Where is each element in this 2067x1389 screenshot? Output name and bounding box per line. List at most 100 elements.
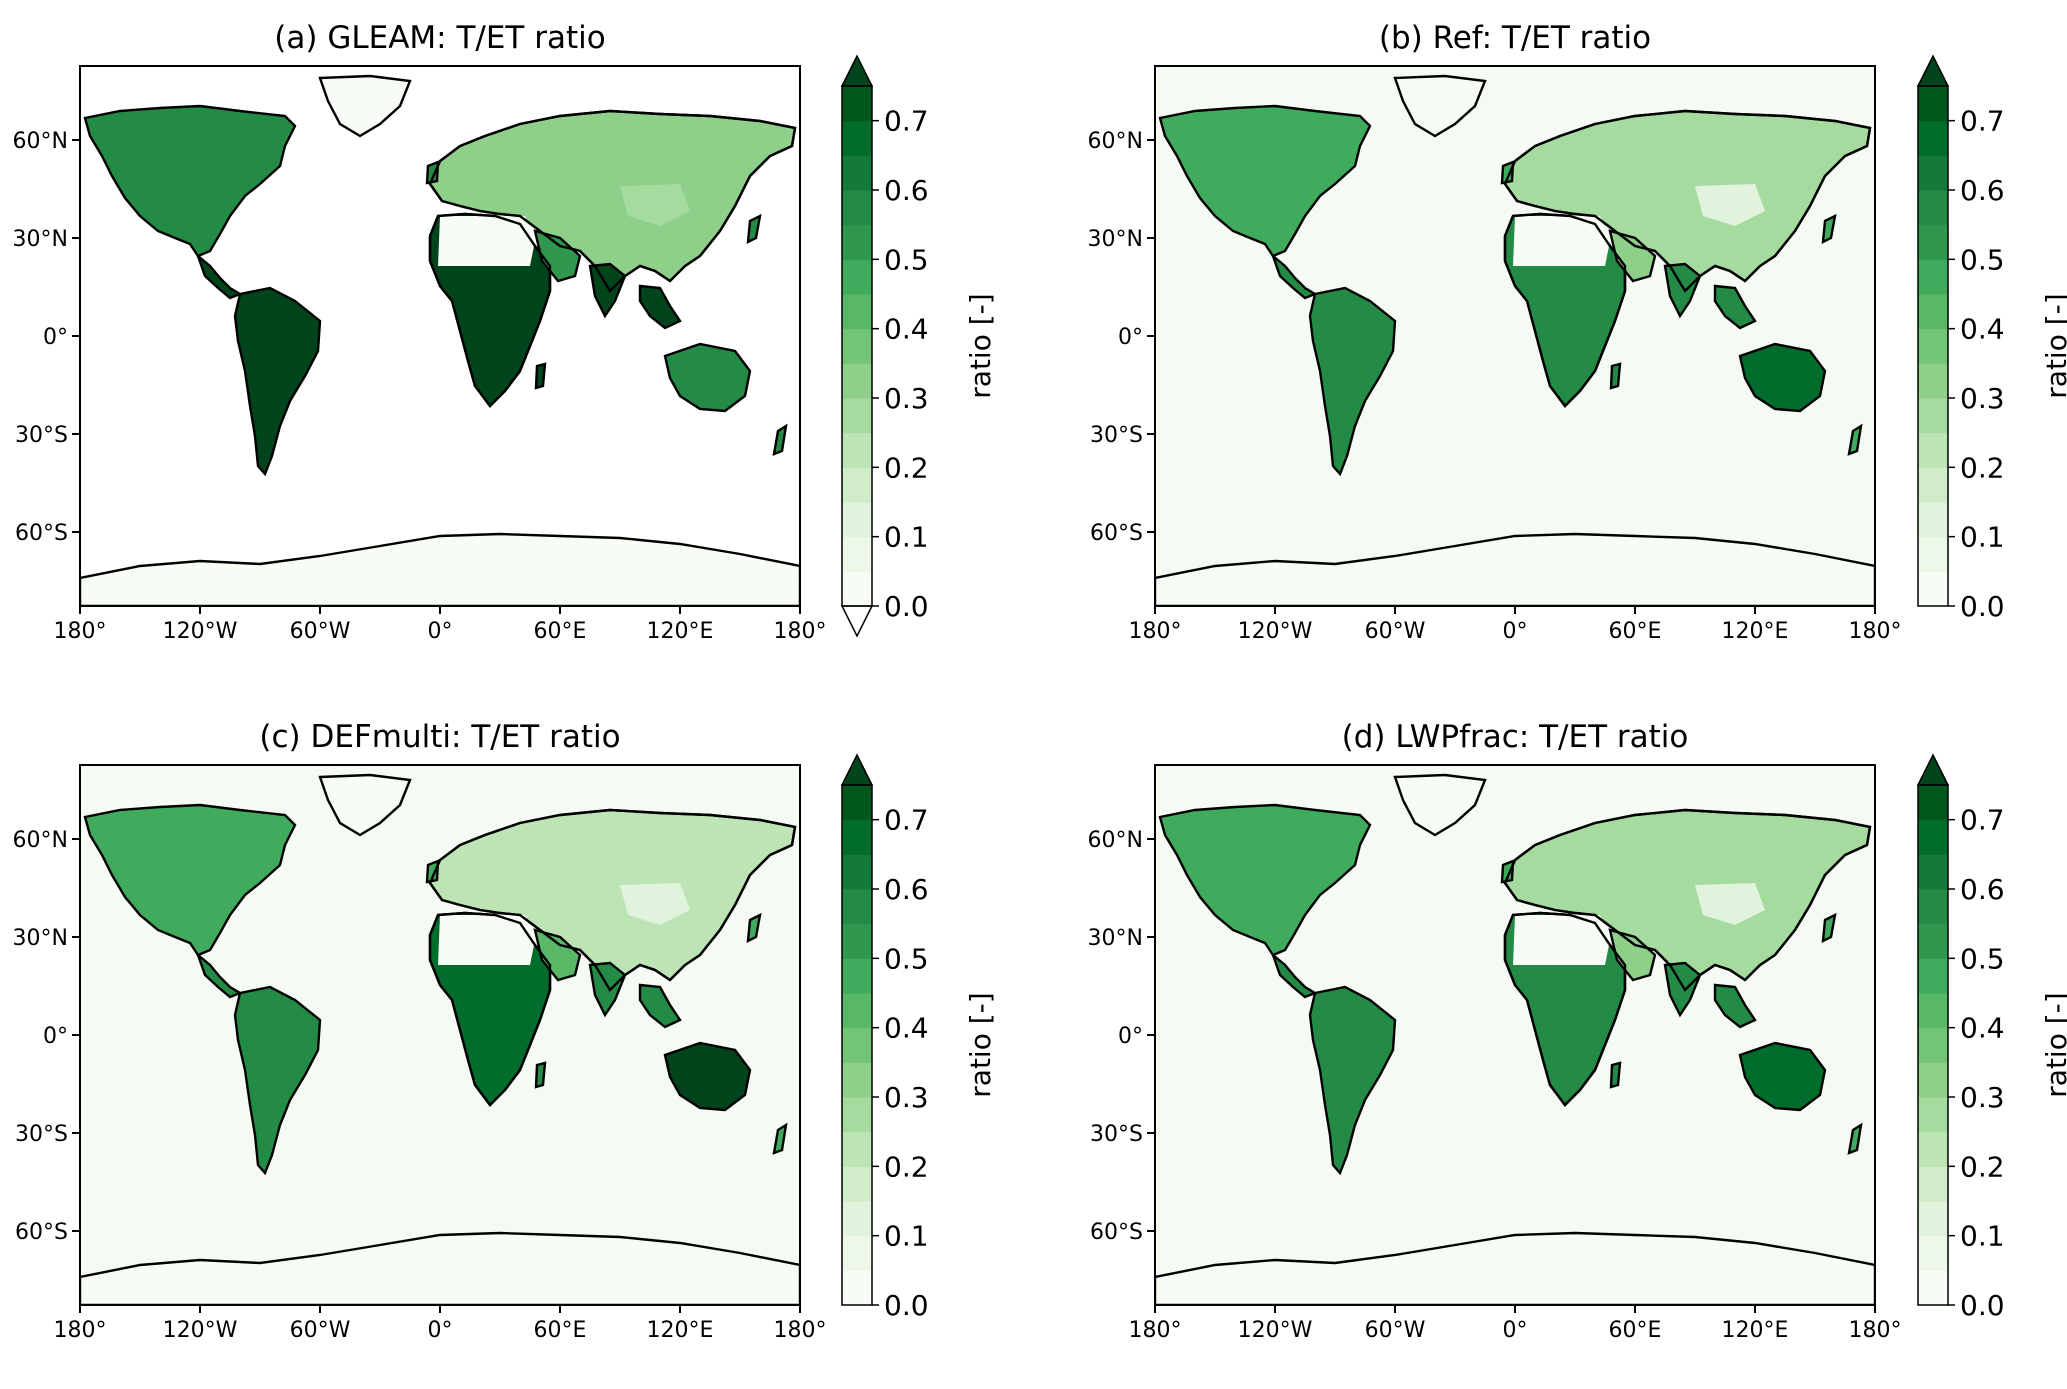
land-an [1155, 1231, 1875, 1305]
panel-title: (c) DEFmulti: T/ET ratio [259, 719, 620, 755]
colorbar-tick-label: 0.5 [884, 243, 929, 276]
land-an [80, 1231, 800, 1305]
land-in [588, 262, 627, 319]
colorbar-segment [842, 1235, 872, 1271]
panel-title: (b) Ref: T/ET ratio [1379, 20, 1651, 56]
lon-tick-label: 120°E [647, 619, 714, 644]
colorbar-tick-label: 0.2 [1960, 451, 2005, 484]
colorbar-tick-label: 0.4 [884, 1012, 929, 1045]
map-panel: (a) GLEAM: T/ET ratio 180° 120°W 60°W 0° 60°E… [13, 20, 997, 644]
colorbar: 0.0 0.1 0.2 0.3 0.4 0.5 0.6 0.7 ratio [-] [840, 753, 997, 1322]
colorbar: 0.0 0.1 0.2 0.3 0.4 0.5 0.6 0.7 ratio [-] [840, 54, 997, 638]
colorbar-tick-label: 0.1 [1960, 521, 2005, 554]
colorbar-extend-max [1916, 753, 1950, 786]
colorbar-segment [1918, 155, 1948, 191]
land-uk [425, 859, 440, 884]
colorbar-segment [1918, 502, 1948, 538]
colorbar-segment [842, 785, 872, 821]
sahara-region [438, 216, 535, 266]
colorbar-tick-label: 0.0 [884, 590, 929, 623]
colorbar-segment [1918, 1235, 1948, 1271]
colorbar-segment [842, 224, 872, 260]
land-in [588, 961, 627, 1018]
land-mg [534, 1061, 547, 1089]
lon-tick-label: 0° [1503, 1318, 1528, 1343]
lon-tick-label: 60°W [1365, 619, 1426, 644]
colorbar-tick-label: 0.0 [1960, 590, 2005, 623]
lat-tick-label: 0° [43, 1024, 68, 1049]
lat-tick-label: 30°N [1088, 227, 1143, 252]
land-nz [1847, 1122, 1863, 1155]
colorbar-segment [842, 155, 872, 191]
lat-tick-label: 0° [1118, 1024, 1143, 1049]
colorbar-segment [1918, 1097, 1948, 1133]
land-gr [1393, 773, 1487, 837]
colorbar-tick-label: 0.2 [1960, 1150, 2005, 1183]
sahara-region [1513, 915, 1610, 965]
land-in [1663, 262, 1702, 319]
colorbar-segment [1918, 571, 1948, 607]
land-an [80, 532, 800, 606]
colorbar-tick-label: 0.4 [1960, 1012, 2005, 1045]
colorbar-label: ratio [-] [964, 293, 997, 398]
map-area [1155, 765, 1875, 1305]
colorbar-segment [1918, 923, 1948, 959]
colorbar-segment [842, 86, 872, 122]
land-ar [533, 928, 582, 982]
tibet-region [1695, 883, 1765, 925]
colorbar-tick-label: 0.1 [884, 521, 929, 554]
land-sea [1713, 284, 1757, 330]
colorbar-tick-label: 0.7 [884, 804, 929, 837]
lat-tick-label: 60°S [15, 521, 68, 546]
colorbar-segment [842, 993, 872, 1029]
land-na [1158, 104, 1372, 258]
lon-tick-label: 60°E [534, 619, 587, 644]
land-ar [1608, 928, 1657, 982]
colorbar-segment [842, 1201, 872, 1237]
lon-tick-label: 120°W [163, 1318, 238, 1343]
tibet-region [620, 883, 690, 925]
land-in [1663, 961, 1702, 1018]
colorbar-segment [1918, 190, 1948, 226]
colorbar-extend-max [840, 753, 874, 786]
colorbar-segment [842, 259, 872, 295]
colorbar-segment [842, 536, 872, 572]
land-uk [1500, 859, 1515, 884]
lon-tick-label: 180° [774, 619, 827, 644]
colorbar-segment [842, 958, 872, 994]
land-sa [1308, 286, 1397, 477]
colorbar-tick-label: 0.6 [884, 174, 929, 207]
colorbar-segment [1918, 1201, 1948, 1237]
colorbar-extend-min [840, 605, 874, 638]
colorbar-segment [842, 819, 872, 855]
land-jp [746, 912, 762, 944]
sahara-region [1513, 216, 1610, 266]
lat-tick-label: 60°N [13, 129, 68, 154]
colorbar-tick-label: 0.3 [884, 382, 929, 415]
colorbar-segment [1918, 1062, 1948, 1098]
colorbar-segment [1918, 889, 1948, 925]
lon-tick-label: 60°W [290, 1318, 351, 1343]
colorbar-tick-label: 0.7 [884, 105, 929, 138]
lon-tick-label: 60°E [534, 1318, 587, 1343]
colorbar-segment [1918, 432, 1948, 468]
colorbar-segment [1918, 1131, 1948, 1167]
lon-tick-label: 120°E [1722, 619, 1789, 644]
colorbar-segment [842, 1166, 872, 1202]
lat-tick-label: 30°N [1088, 926, 1143, 951]
lon-tick-label: 120°W [163, 619, 238, 644]
lon-tick-label: 180° [1849, 1318, 1902, 1343]
colorbar-tick-label: 0.0 [1960, 1289, 2005, 1322]
colorbar-tick-label: 0.6 [884, 873, 929, 906]
lon-tick-label: 60°W [1365, 1318, 1426, 1343]
land-au [1738, 342, 1827, 413]
lon-tick-label: 120°W [1238, 619, 1313, 644]
land-nz [1847, 423, 1863, 456]
lat-tick-label: 60°N [1088, 828, 1143, 853]
colorbar-tick-label: 0.3 [884, 1081, 929, 1114]
tibet-region [620, 184, 690, 226]
colorbar-tick-label: 0.5 [1960, 942, 2005, 975]
land-na [83, 104, 297, 258]
colorbar-segment [1918, 294, 1948, 330]
